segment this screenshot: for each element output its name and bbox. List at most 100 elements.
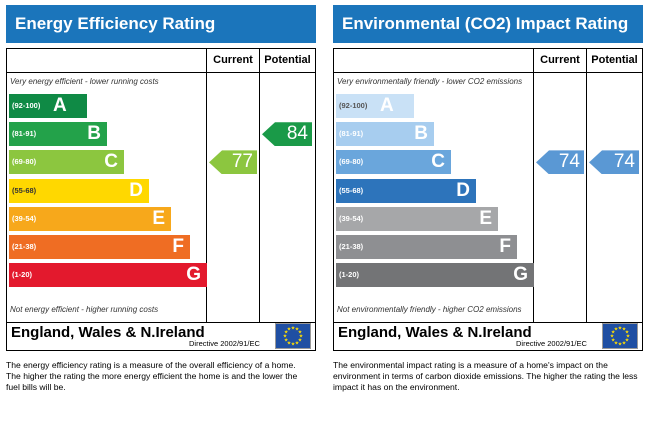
band-range: (92-100): [339, 101, 368, 110]
band-letter: G: [186, 264, 201, 286]
svg-text:★: ★: [287, 341, 292, 347]
potential-column-header: Potential: [264, 54, 311, 66]
band-range: (92-100): [12, 101, 41, 110]
band-range: (55-68): [12, 185, 37, 195]
environmental-current-rating: 74: [536, 150, 584, 175]
svg-text:★: ★: [618, 342, 623, 348]
directive-label: Directive 2002/91/EC: [516, 339, 587, 348]
band-range: (81-91): [339, 129, 364, 139]
svg-text:★: ★: [284, 338, 289, 344]
band-g: (1-20) G: [9, 263, 207, 288]
band-range: (1-20): [339, 270, 360, 280]
band-letter: D: [129, 179, 143, 201]
svg-text:★: ★: [614, 327, 619, 333]
svg-text:★: ★: [298, 338, 303, 344]
svg-text:★: ★: [283, 334, 288, 340]
eu-flag-icon: ★ ★ ★ ★ ★ ★ ★ ★ ★ ★ ★ ★: [275, 323, 311, 349]
band-f: (21-38) F: [336, 235, 517, 259]
band-b: (81-91) B: [9, 122, 107, 147]
directive-label: Directive 2002/91/EC: [189, 339, 260, 348]
divider: [206, 49, 207, 322]
svg-text:★: ★: [622, 341, 627, 347]
divider: [7, 72, 315, 73]
current-column-header: Current: [213, 54, 253, 66]
divider: [334, 72, 642, 73]
band-letter: E: [479, 207, 492, 229]
band-d: (55-68) D: [336, 178, 476, 203]
band-letter: A: [380, 95, 394, 116]
energy-potential-rating: 84: [262, 122, 312, 147]
band-g: (1-20) G: [336, 263, 534, 288]
svg-text:★: ★: [625, 330, 630, 336]
region-label: England, Wales & N.Ireland: [338, 324, 532, 341]
band-e: (39-54) E: [9, 206, 171, 231]
divider: [259, 49, 260, 322]
eu-flag-icon: ★ ★ ★ ★ ★ ★ ★ ★ ★ ★ ★ ★: [602, 323, 638, 349]
svg-text:★: ★: [284, 330, 289, 336]
band-e: (39-54) E: [336, 206, 498, 231]
svg-text:★: ★: [611, 330, 616, 336]
svg-text:★: ★: [287, 327, 292, 333]
band-range: (1-20): [12, 270, 33, 280]
svg-text:★: ★: [291, 326, 296, 332]
svg-text:★: ★: [625, 338, 630, 344]
environmental-bottom-note: Not environmentally friendly - higher CO…: [337, 305, 522, 314]
svg-text:★: ★: [610, 334, 615, 340]
environmental-title: Environmental (CO2) Impact Rating: [333, 5, 643, 43]
svg-text:★: ★: [626, 334, 631, 340]
band-range: (55-68): [339, 185, 364, 195]
band-letter: B: [414, 123, 428, 145]
energy-current-rating: 77: [209, 150, 257, 175]
band-letter: F: [499, 236, 511, 257]
band-letter: E: [152, 207, 165, 229]
energy-bottom-note: Not energy efficient - higher running co…: [10, 305, 159, 314]
svg-text:★: ★: [295, 327, 300, 333]
band-range: (39-54): [339, 213, 364, 223]
band-range: (81-91): [12, 129, 37, 139]
band-c: (69-80) C: [9, 150, 124, 175]
svg-text:★: ★: [611, 338, 616, 344]
energy-footer: England, Wales & N.Ireland Directive 200…: [6, 321, 316, 351]
svg-text:★: ★: [614, 341, 619, 347]
band-b: (81-91) B: [336, 122, 434, 147]
environmental-chart: Current Potential Very environmentally f…: [333, 48, 643, 323]
region-label: England, Wales & N.Ireland: [11, 324, 205, 341]
divider: [586, 49, 587, 322]
band-range: (39-54): [12, 213, 37, 223]
environmental-footer: England, Wales & N.Ireland Directive 200…: [333, 321, 643, 351]
band-letter: D: [456, 179, 470, 201]
environmental-potential-rating: 74: [589, 150, 639, 175]
band-d: (55-68) D: [9, 178, 149, 203]
band-letter: C: [104, 151, 118, 173]
divider: [533, 49, 534, 322]
band-letter: F: [172, 236, 184, 257]
band-a: (92-100) A: [9, 94, 87, 118]
band-letter: A: [53, 95, 67, 116]
svg-text:★: ★: [299, 334, 304, 340]
energy-description: The energy efficiency rating is a measur…: [6, 360, 298, 392]
current-column-header: Current: [540, 54, 580, 66]
band-range: (21-38): [339, 242, 364, 251]
potential-column-header: Potential: [591, 54, 638, 66]
svg-text:★: ★: [291, 342, 296, 348]
band-c: (69-80) C: [336, 150, 451, 175]
energy-top-note: Very energy efficient - lower running co…: [10, 77, 159, 86]
svg-text:★: ★: [295, 341, 300, 347]
environmental-top-note: Very environmentally friendly - lower CO…: [337, 77, 523, 86]
svg-text:★: ★: [298, 330, 303, 336]
environmental-description: The environmental impact rating is a mea…: [333, 360, 638, 392]
energy-efficiency-panel: Energy Efficiency Rating Current Potenti…: [6, 5, 316, 351]
energy-title: Energy Efficiency Rating: [6, 5, 316, 43]
band-letter: G: [513, 264, 528, 286]
environmental-impact-panel: Environmental (CO2) Impact Rating Curren…: [333, 5, 643, 351]
band-range: (21-38): [12, 242, 37, 251]
band-a: (92-100) A: [336, 94, 414, 118]
band-letter: B: [87, 123, 101, 145]
svg-text:★: ★: [622, 327, 627, 333]
band-range: (69-80): [12, 157, 37, 167]
energy-chart: Current Potential Very energy efficient …: [6, 48, 316, 323]
svg-text:★: ★: [618, 326, 623, 332]
band-range: (69-80): [339, 157, 364, 167]
band-f: (21-38) F: [9, 235, 190, 259]
band-letter: C: [431, 151, 445, 173]
